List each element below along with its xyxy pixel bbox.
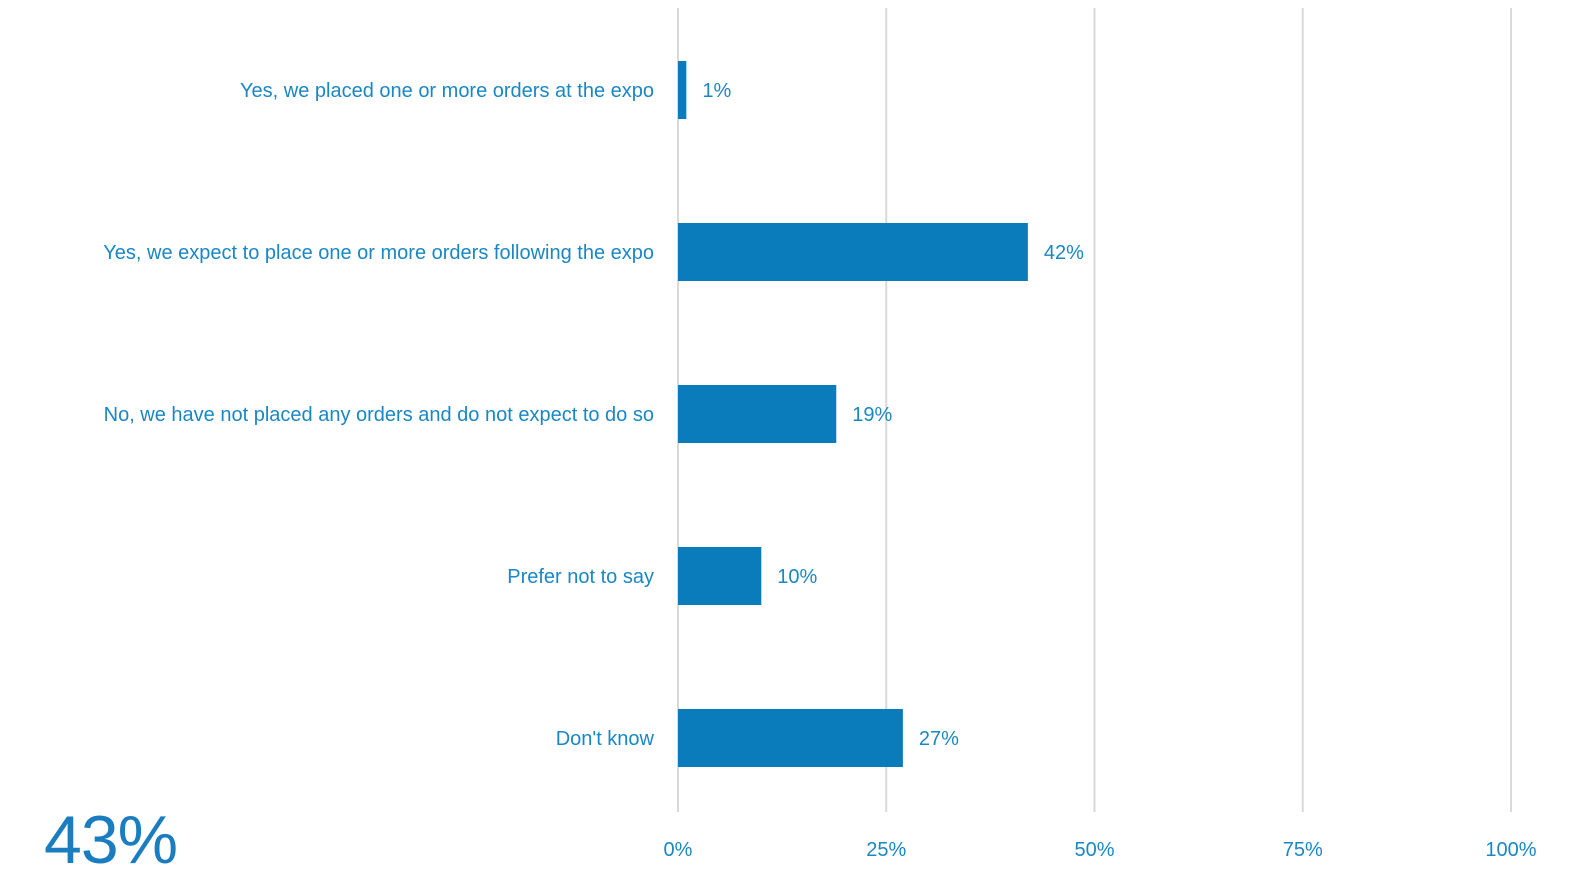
x-tick-label: 0%: [664, 839, 693, 861]
category-label: No, we have not placed any orders and do…: [104, 404, 654, 426]
x-tick-label: 25%: [866, 839, 906, 861]
data-label: 10%: [777, 566, 817, 588]
x-tick-label: 50%: [1074, 839, 1114, 861]
category-label: Yes, we expect to place one or more orde…: [103, 242, 654, 264]
category-labels: Yes, we placed one or more orders at the…: [103, 80, 654, 750]
data-label: 19%: [852, 404, 892, 426]
category-label: Yes, we placed one or more orders at the…: [240, 80, 654, 102]
data-label: 27%: [919, 728, 959, 750]
gridlines: [677, 8, 1512, 812]
highlight-stat: 43%: [44, 802, 178, 878]
x-tick-label: 100%: [1485, 839, 1536, 861]
data-label: 42%: [1044, 242, 1084, 264]
x-axis-tick-labels: 0% 25% 50% 75% 100%: [664, 839, 1537, 861]
bar: [678, 709, 903, 767]
bar: [678, 61, 687, 119]
value-labels: 1% 42% 19% 10% 27%: [702, 80, 1084, 750]
bars: [678, 61, 1028, 767]
data-label: 1%: [702, 80, 731, 102]
category-label: Prefer not to say: [507, 566, 654, 588]
x-tick-label: 75%: [1283, 839, 1323, 861]
bar: [678, 385, 837, 443]
bar: [678, 223, 1028, 281]
category-label: Don't know: [556, 728, 655, 750]
bar: [678, 547, 762, 605]
